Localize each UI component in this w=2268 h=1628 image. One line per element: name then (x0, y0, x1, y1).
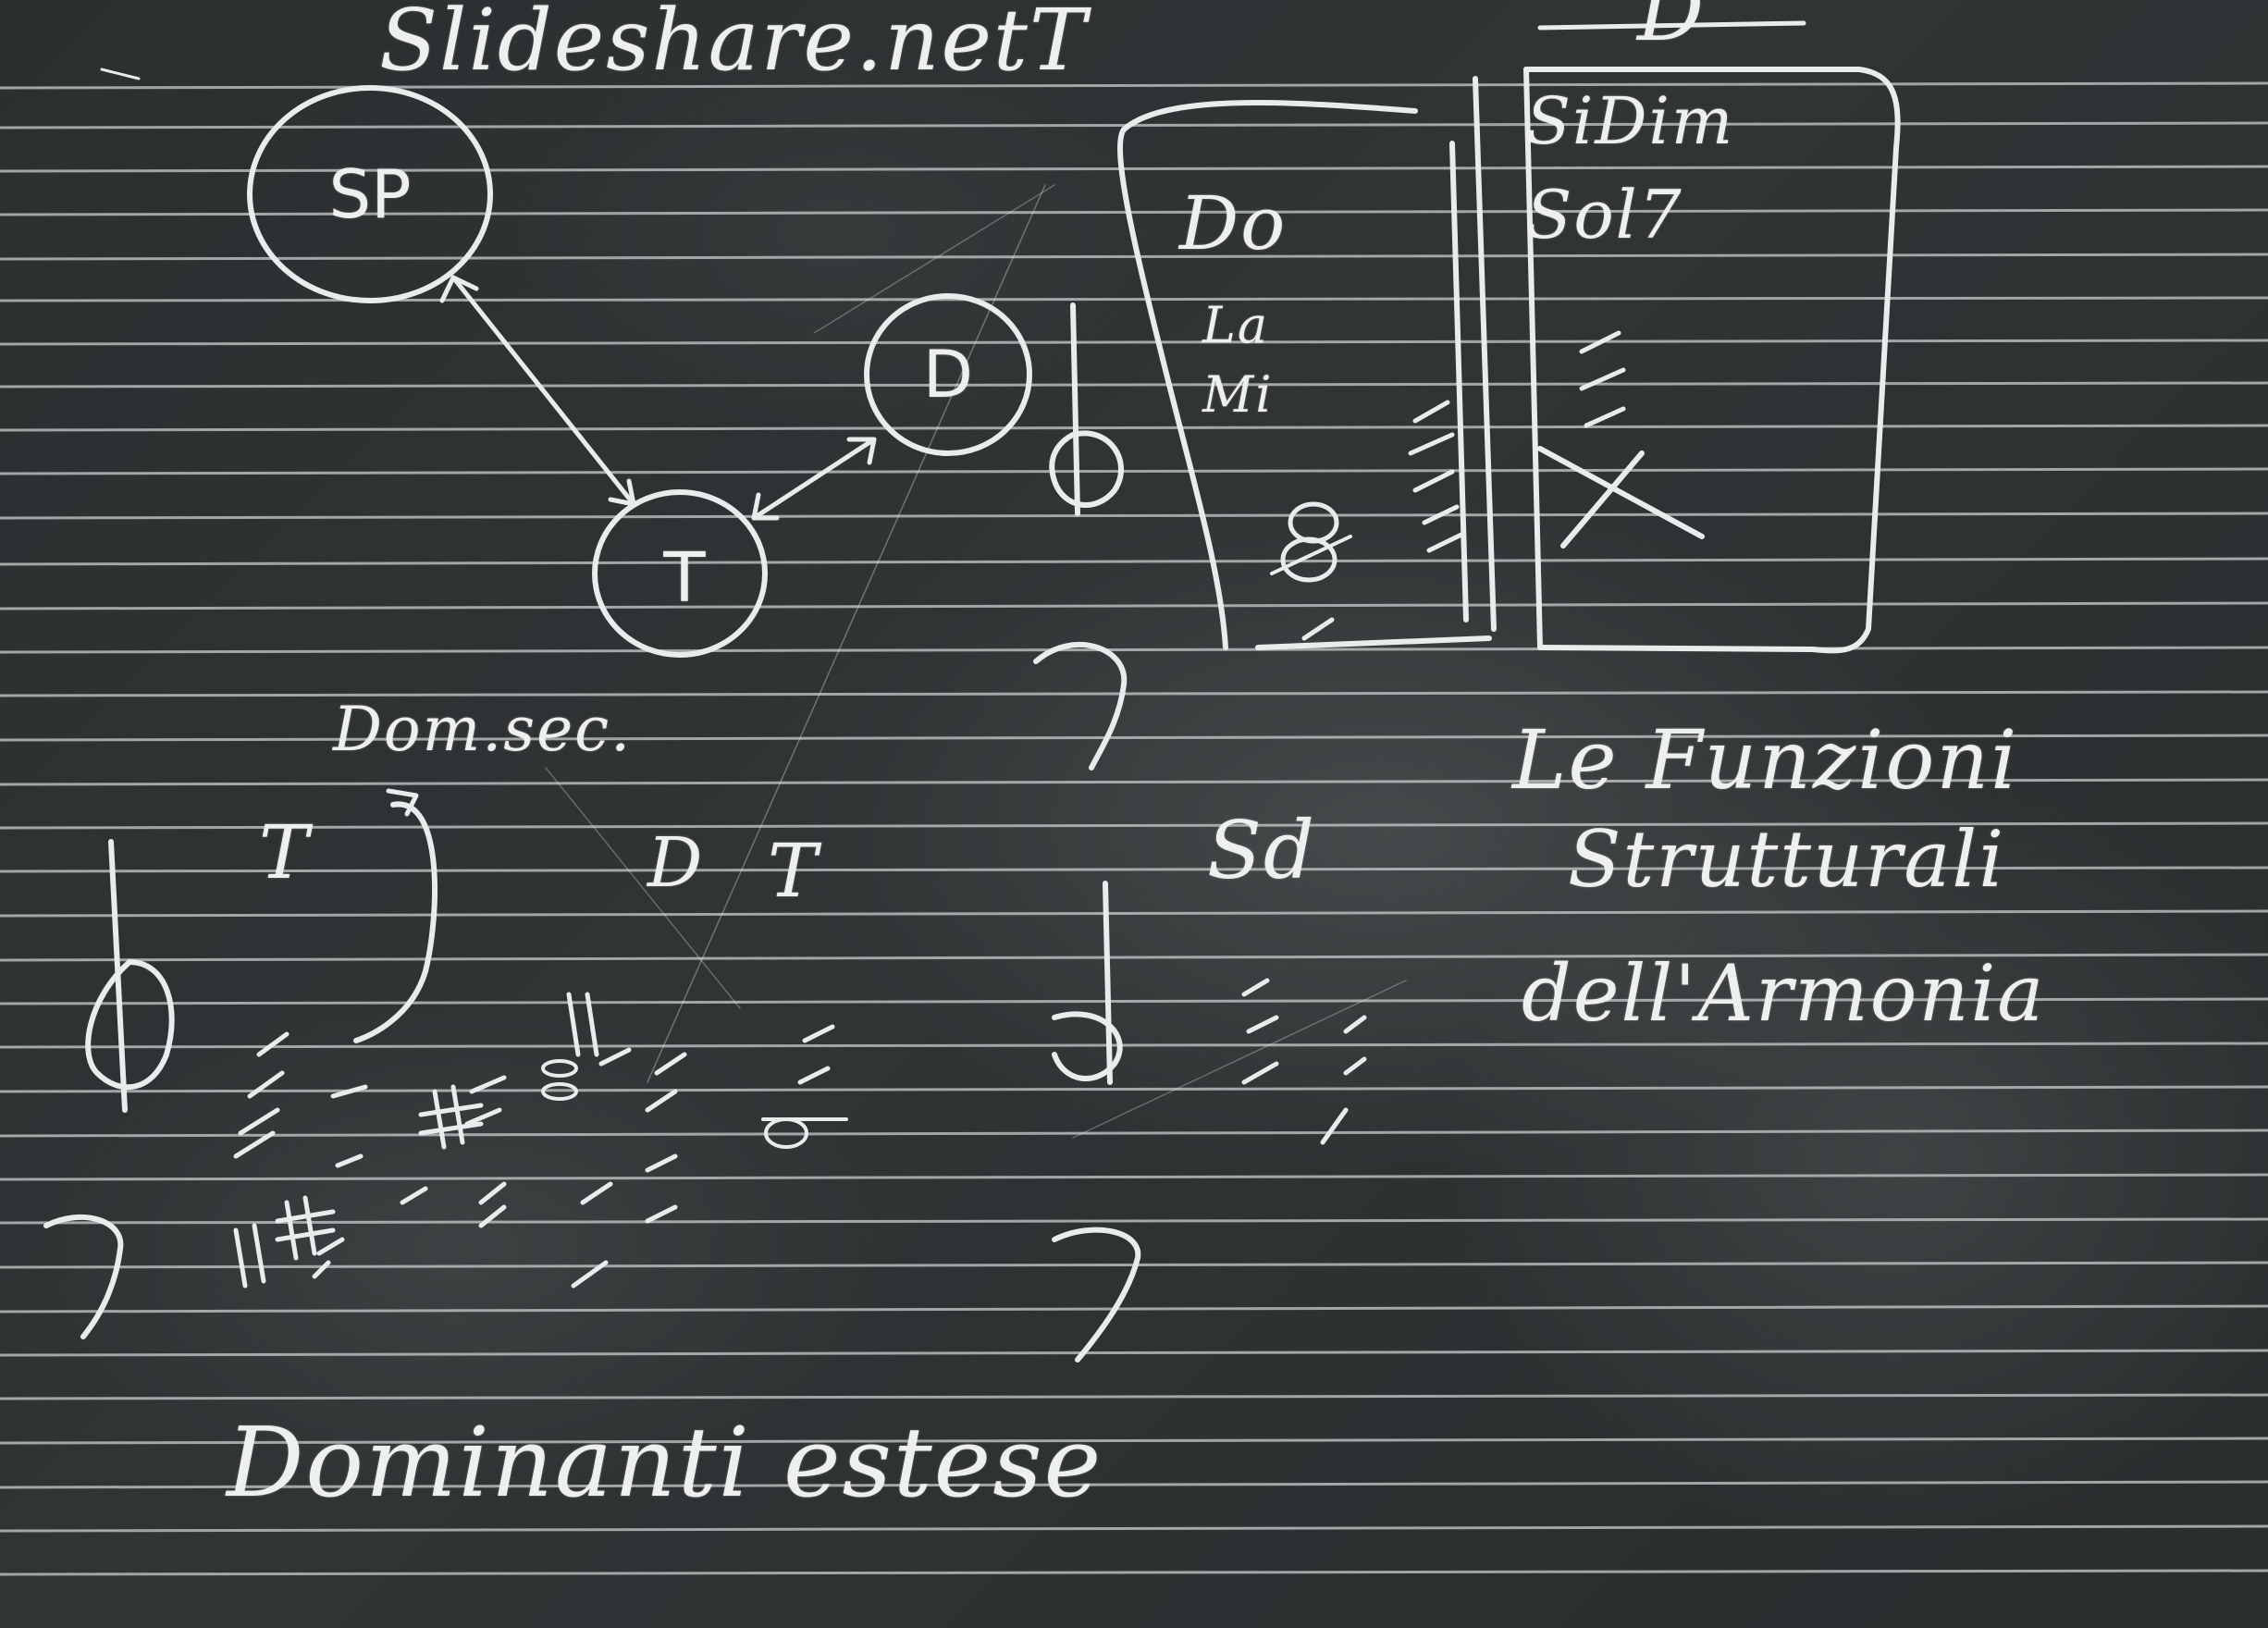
title-line-2: Strutturali (1568, 814, 2006, 905)
box-right-item-sidim: SiDim (1526, 83, 1735, 159)
box-left-item-la: La (1202, 296, 1270, 354)
t-label-right: T (768, 828, 820, 914)
t-circle (592, 489, 768, 658)
t-label-left: T (259, 809, 311, 895)
clef-mark-top (1049, 302, 1125, 516)
d-circle-label: D (923, 337, 973, 413)
clef-mark-lower (1052, 881, 1367, 1145)
title-line-3: dell'Armonia (1522, 948, 2046, 1039)
title-line-1: Le Funzioni (1512, 712, 2019, 808)
sd-label: Sd (1207, 805, 1316, 897)
clef-mark-left (85, 788, 438, 1113)
bottom-caption: Dominanti estese (227, 1406, 1103, 1519)
top-right-d: D (1637, 0, 1707, 60)
sp-circle (247, 85, 493, 303)
t-circle-label: T (663, 538, 706, 618)
site-watermark: Slideshare.netT (379, 0, 1089, 90)
box-right-item-sol7: Sol7 (1526, 176, 1683, 253)
sp-circle-label: SP (328, 155, 412, 233)
dom-sec-label: Dom.sec. (333, 694, 633, 765)
clef-mark-left-bottom (43, 1214, 124, 1339)
arrow-sp-t (439, 275, 636, 507)
box-left-item-mi: Mi (1202, 365, 1274, 424)
d-circle (864, 293, 1032, 456)
functions-box (1117, 67, 1901, 654)
clef-mark-bottom (1052, 1227, 1141, 1363)
d-label: D (647, 823, 705, 903)
clef-mark-mid (1033, 642, 1128, 771)
arrow-t-d (751, 437, 877, 521)
chord-scribbles-left (233, 992, 848, 1289)
box-left-item-do: Do (1179, 180, 1288, 266)
